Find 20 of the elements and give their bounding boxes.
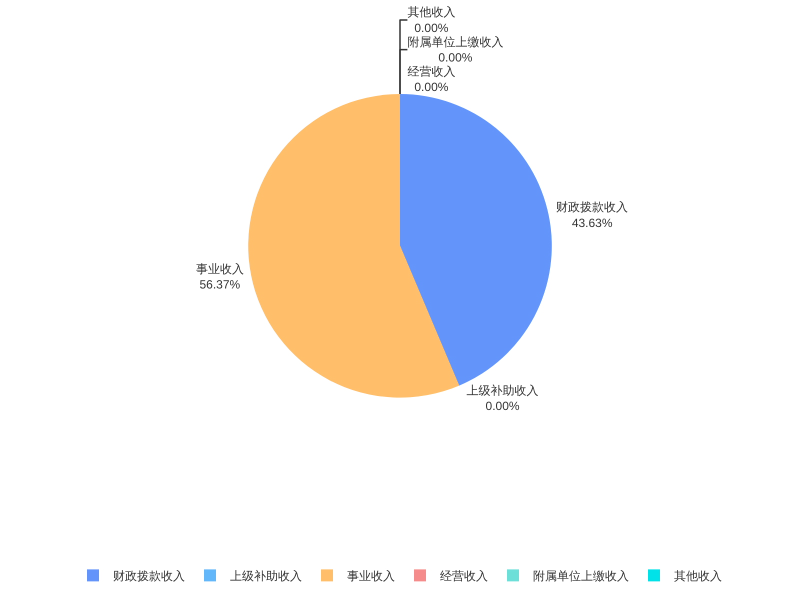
- category-label: 经营收入: [407, 64, 456, 78]
- text: 0.00%: [414, 80, 448, 94]
- text: 0.00%: [414, 20, 448, 35]
- legend-label: 附属单位上缴收入: [533, 569, 629, 584]
- text: 0.00%: [438, 50, 472, 64]
- pie-slice: [248, 94, 460, 398]
- category-label: 附属单位上缴收入: [407, 34, 504, 49]
- category-label: 其他收入: [407, 5, 456, 20]
- legend-label: 其他收入: [674, 569, 722, 584]
- text: 0.00%: [486, 398, 520, 413]
- data-label: 43.63%: [572, 216, 613, 230]
- category-label: 上级补助收入: [466, 383, 539, 398]
- legend-label: 上级补助收入: [230, 569, 302, 584]
- legend-label: 财政拨款收入: [113, 569, 185, 584]
- data-label: 56.37%: [199, 277, 241, 292]
- legend-label: 事业收入: [347, 569, 395, 584]
- slice-label: 事业收入: [196, 262, 244, 276]
- pie-slice: [400, 94, 552, 386]
- slice-label: 财政拨款收入: [556, 200, 628, 214]
- legend-label: 经营收入: [440, 569, 488, 584]
